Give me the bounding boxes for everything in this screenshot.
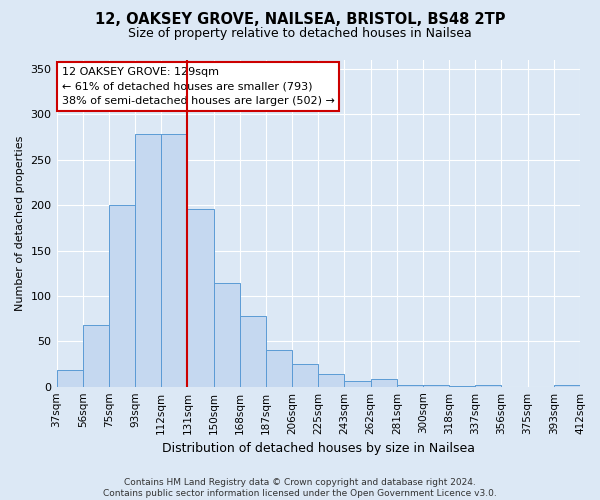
Bar <box>371 380 397 386</box>
Bar <box>135 134 161 386</box>
Bar <box>554 385 580 386</box>
X-axis label: Distribution of detached houses by size in Nailsea: Distribution of detached houses by size … <box>162 442 475 455</box>
Bar <box>423 385 449 386</box>
Bar <box>109 205 135 386</box>
Bar <box>240 316 266 386</box>
Bar <box>292 364 318 386</box>
Bar <box>344 381 371 386</box>
Bar <box>56 370 83 386</box>
Bar <box>397 385 423 386</box>
Text: 12, OAKSEY GROVE, NAILSEA, BRISTOL, BS48 2TP: 12, OAKSEY GROVE, NAILSEA, BRISTOL, BS48… <box>95 12 505 28</box>
Bar <box>187 209 214 386</box>
Bar <box>83 325 109 386</box>
Bar <box>318 374 344 386</box>
Text: 12 OAKSEY GROVE: 129sqm
← 61% of detached houses are smaller (793)
38% of semi-d: 12 OAKSEY GROVE: 129sqm ← 61% of detache… <box>62 66 335 106</box>
Bar <box>266 350 292 386</box>
Bar <box>161 134 187 386</box>
Bar <box>214 283 240 387</box>
Y-axis label: Number of detached properties: Number of detached properties <box>15 136 25 311</box>
Text: Size of property relative to detached houses in Nailsea: Size of property relative to detached ho… <box>128 28 472 40</box>
Text: Contains HM Land Registry data © Crown copyright and database right 2024.
Contai: Contains HM Land Registry data © Crown c… <box>103 478 497 498</box>
Bar <box>475 385 502 386</box>
